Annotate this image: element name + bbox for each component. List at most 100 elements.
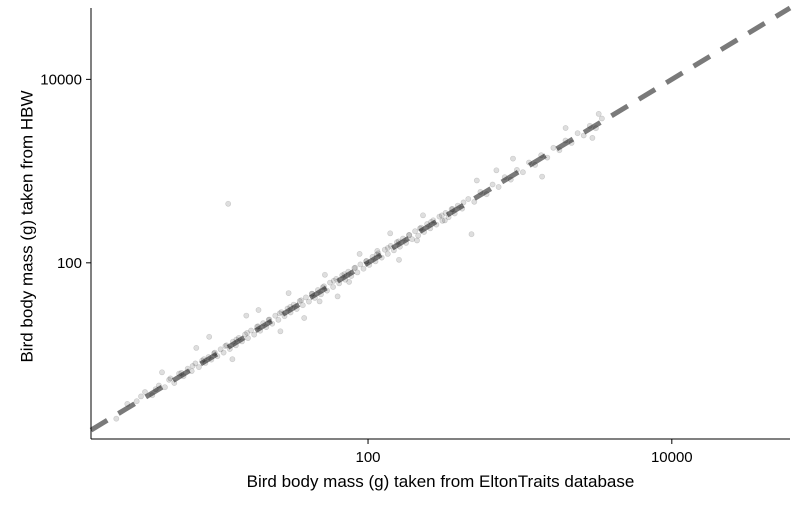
- data-point: [333, 275, 340, 282]
- data-point: [421, 229, 427, 235]
- data-point: [595, 111, 602, 117]
- data-point: [454, 202, 461, 209]
- data-point: [225, 200, 232, 207]
- data-point: [248, 327, 254, 334]
- data-point: [346, 278, 352, 285]
- data-point: [263, 324, 270, 330]
- data-point: [562, 125, 569, 131]
- data-point: [222, 343, 229, 349]
- data-point: [510, 155, 516, 162]
- data-point: [378, 254, 385, 261]
- data-point: [255, 307, 262, 313]
- data-point: [357, 261, 364, 268]
- data-point: [229, 338, 236, 345]
- data-point: [223, 342, 230, 349]
- data-point: [363, 258, 369, 265]
- data-point: [155, 382, 162, 389]
- data-point: [574, 130, 581, 137]
- data-point: [324, 287, 330, 294]
- data-point: [599, 115, 605, 122]
- data-point: [493, 167, 500, 174]
- data-point: [220, 349, 227, 356]
- data-point: [363, 257, 370, 264]
- y-tick-label: 10000: [40, 71, 82, 88]
- data-point: [459, 205, 466, 212]
- data-point: [384, 245, 391, 251]
- data-point: [217, 346, 224, 353]
- data-point: [562, 137, 569, 144]
- data-point: [356, 250, 363, 257]
- data-point: [465, 196, 472, 202]
- data-point: [242, 331, 248, 338]
- data-point: [580, 132, 587, 139]
- data-point: [142, 389, 148, 395]
- data-point: [352, 264, 359, 271]
- data-point: [113, 415, 120, 422]
- data-point: [281, 313, 288, 320]
- data-point: [396, 243, 403, 250]
- data-point: [436, 213, 443, 220]
- data-point: [266, 316, 273, 323]
- data-point: [255, 323, 261, 330]
- y-ticks-layer: 100 10000: [40, 71, 91, 272]
- x-axis-title: Bird body mass (g) taken from EltonTrait…: [247, 472, 635, 491]
- x-tick-label: 10000: [651, 449, 693, 466]
- data-point: [532, 161, 538, 168]
- data-point: [375, 250, 382, 257]
- data-point: [254, 323, 260, 330]
- data-point: [489, 181, 496, 188]
- data-point: [384, 250, 391, 257]
- data-point: [189, 363, 196, 369]
- data-point: [171, 380, 178, 386]
- x-tick-label: 100: [356, 449, 381, 466]
- data-point: [441, 217, 448, 224]
- data-point: [214, 353, 221, 360]
- data-point: [321, 271, 328, 278]
- data-point: [296, 298, 303, 304]
- identity-reference-line: [89, 5, 792, 433]
- axes-layer: [90, 8, 790, 440]
- data-points-layer: [113, 111, 605, 422]
- data-point: [188, 368, 195, 374]
- data-point: [406, 232, 412, 238]
- data-point: [428, 218, 434, 225]
- data-point: [420, 212, 426, 219]
- data-point: [232, 342, 239, 349]
- data-point: [372, 258, 379, 265]
- data-point: [336, 280, 343, 287]
- data-point: [351, 265, 358, 271]
- data-point: [507, 176, 514, 183]
- data-point: [287, 303, 294, 310]
- data-point: [439, 217, 446, 224]
- data-point: [301, 315, 308, 321]
- data-point: [400, 235, 406, 242]
- data-point: [265, 316, 272, 323]
- data-point: [448, 206, 455, 213]
- data-point: [360, 265, 367, 272]
- data-point: [526, 159, 532, 166]
- data-point: [520, 169, 526, 176]
- data-point: [208, 356, 215, 363]
- data-point: [193, 344, 200, 351]
- data-point: [424, 221, 430, 227]
- data-point: [339, 272, 346, 279]
- data-point: [417, 225, 423, 232]
- data-point: [167, 375, 174, 382]
- data-point: [226, 346, 233, 352]
- data-point: [514, 166, 520, 173]
- data-point: [403, 239, 409, 246]
- data-point: [318, 291, 324, 298]
- data-point: [161, 384, 168, 391]
- data-point: [272, 312, 279, 319]
- data-point: [330, 284, 336, 290]
- data-point: [314, 287, 321, 293]
- data-point: [152, 386, 159, 392]
- data-point: [229, 356, 236, 363]
- data-point: [276, 310, 283, 317]
- data-point: [308, 290, 315, 297]
- data-point: [341, 271, 348, 278]
- data-point: [138, 393, 144, 400]
- data-point: [269, 320, 276, 327]
- data-point: [245, 335, 251, 341]
